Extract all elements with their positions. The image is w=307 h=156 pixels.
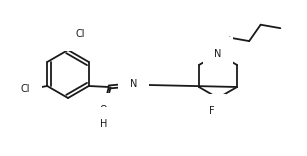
Text: N: N [214, 49, 222, 59]
Text: H: H [100, 119, 107, 129]
Text: F: F [209, 106, 215, 116]
Text: Cl: Cl [75, 29, 84, 39]
Text: Cl: Cl [21, 84, 30, 94]
Text: O: O [100, 105, 107, 115]
Text: N: N [130, 79, 138, 89]
